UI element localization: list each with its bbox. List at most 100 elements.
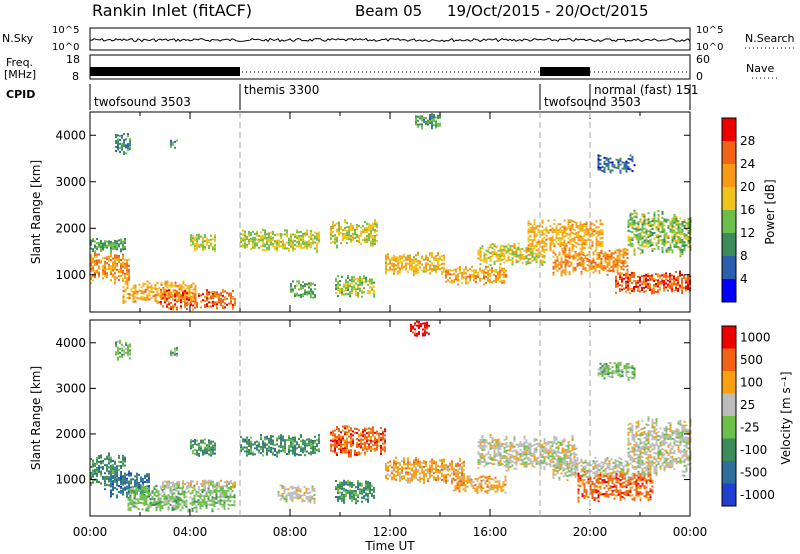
colorbar-tick-1: 500 — [740, 353, 763, 367]
colorbar-swatch-0 — [722, 279, 736, 302]
time-tick-label-1: 04:00 — [173, 525, 208, 539]
colorbar-swatch-6 — [722, 348, 736, 371]
cpid-segment-themis: themis 3300 — [244, 83, 319, 97]
colorbar-tick-0: 4 — [740, 272, 748, 286]
data-blob-14 — [627, 416, 692, 480]
power-ylabel: Slant Range [km] — [29, 160, 43, 264]
data-blob-5 — [240, 434, 320, 458]
nave-tick-low: 0 — [696, 70, 703, 83]
velocity-panel: 1000 2000 3000 4000 Slant Range [km] 1000 50… — [29, 319, 793, 553]
nsky-tick-low: 10^0 — [52, 42, 79, 53]
nsky-tick-high: 10^5 — [52, 25, 79, 36]
colorbar-tick-3: 16 — [740, 203, 755, 217]
data-blob-8 — [335, 275, 375, 298]
colorbar-tick-4: -25 — [740, 420, 760, 434]
data-blob-18 — [170, 346, 178, 357]
ytick-label-3: 4000 — [55, 336, 86, 350]
nsearch-tick-low: 10^0 — [696, 42, 723, 53]
freq-tick-high: 18 — [66, 53, 80, 66]
date-range: 19/Oct/2015 - 20/Oct/2015 — [447, 2, 649, 20]
nsky-frame — [89, 27, 691, 51]
data-blob-13 — [552, 247, 629, 277]
nsky-label: N.Sky — [2, 32, 34, 45]
cpid-label: CPID — [6, 88, 35, 101]
colorbar-tick-0: 1000 — [740, 330, 771, 344]
colorbar-tick-7: -1000 — [740, 488, 775, 502]
data-blob-0 — [90, 452, 126, 491]
colorbar-frame — [721, 325, 737, 507]
velocity-ylabel: Slant Range [km] — [29, 366, 43, 470]
plot-title: Rankin Inlet (fitACF) — [92, 1, 252, 20]
power-colorbar-label: Power [dB] — [763, 179, 777, 244]
data-blob-7 — [330, 425, 386, 458]
ytick-label-1: 2000 — [55, 221, 86, 235]
colorbar-tick-6: 28 — [740, 134, 755, 148]
time-tick-label-2: 08:00 — [273, 525, 308, 539]
data-blob-12 — [527, 219, 604, 252]
data-blob-15 — [597, 361, 636, 381]
colorbar-tick-4: 20 — [740, 180, 755, 194]
cpid-segment-twofsound-2: twofsound 3503 — [544, 95, 641, 109]
data-blob-3 — [160, 288, 236, 311]
power-panel: 1000 2000 3000 4000 Slant Range [km] 4 8 12 16… — [29, 111, 777, 313]
data-blob-1 — [90, 238, 126, 253]
velocity-data-blobs — [90, 320, 692, 513]
freq-label-line1: Freq. — [6, 56, 33, 69]
data-blob-4 — [190, 438, 216, 457]
data-blob-16 — [597, 154, 636, 174]
colorbar-swatch-3 — [722, 210, 736, 233]
colorbar-swatch-7 — [722, 326, 736, 349]
ytick-label-0: 1000 — [55, 268, 86, 282]
colorbar-swatch-1 — [722, 256, 736, 279]
time-tick-label-4: 16:00 — [473, 525, 508, 539]
power-data-blobs — [90, 113, 692, 311]
data-blob-8 — [335, 479, 375, 505]
colorbar-swatch-7 — [722, 118, 736, 141]
data-blob-0 — [90, 252, 130, 285]
time-axis-label: Time UT — [364, 539, 415, 553]
freq-panel: Freq. [MHz] 18 8 60 0 Nave — [4, 53, 780, 83]
data-blob-15 — [627, 209, 692, 258]
ytick-label-2: 3000 — [55, 175, 86, 189]
data-blob-9 — [385, 251, 445, 277]
colorbar-swatch-0 — [722, 483, 736, 506]
cpid-segment-normal-fast: normal (fast) 151 — [594, 83, 698, 97]
colorbar-swatch-5 — [722, 371, 736, 394]
nsearch-label: N.Search — [745, 32, 795, 45]
data-blob-11 — [477, 242, 546, 266]
ytick-label-3: 4000 — [55, 128, 86, 142]
colorbar-tick-3: 25 — [740, 398, 755, 412]
colorbar-swatch-2 — [722, 233, 736, 256]
data-blob-17 — [115, 339, 131, 361]
velocity-colorbar-label: Velocity [m s⁻¹] — [779, 371, 793, 464]
colorbar-swatch-1 — [722, 461, 736, 484]
nave-tick-high: 60 — [696, 53, 710, 66]
time-tick-label-3: 12:00 — [373, 525, 408, 539]
data-blob-17 — [415, 113, 441, 130]
freq-trace — [90, 67, 590, 76]
velocity-colorbar: 1000 500 100 25 -25 -100 -500 -1000 — [721, 325, 775, 507]
data-blob-1 — [110, 470, 150, 499]
colorbar-swatch-4 — [722, 393, 736, 416]
data-blob-9 — [385, 456, 465, 485]
data-blob-6 — [277, 484, 316, 504]
freq-label-line2: [MHz] — [4, 68, 36, 81]
data-blob-14 — [615, 270, 691, 295]
ytick-label-2: 3000 — [55, 381, 86, 395]
freq-band-0 — [90, 67, 240, 76]
colorbar-frame — [721, 117, 737, 303]
freq-band-1 — [540, 67, 590, 76]
colorbar-tick-2: 100 — [740, 375, 763, 389]
data-blob-16 — [410, 320, 430, 337]
data-blob-4 — [190, 233, 216, 253]
colorbar-swatch-6 — [722, 141, 736, 164]
data-blob-7 — [330, 219, 378, 249]
time-axis-ticks: 00:00 04:00 08:00 12:00 16:00 20:00 00:00 — [73, 525, 708, 539]
freq-tick-low: 8 — [72, 70, 79, 83]
nsky-line — [89, 37, 691, 43]
data-blob-10 — [445, 265, 507, 286]
nsearch-tick-high: 10^5 — [696, 25, 723, 36]
velocity-axes: 1000 2000 3000 4000 — [55, 320, 691, 516]
colorbar-swatch-4 — [722, 187, 736, 210]
